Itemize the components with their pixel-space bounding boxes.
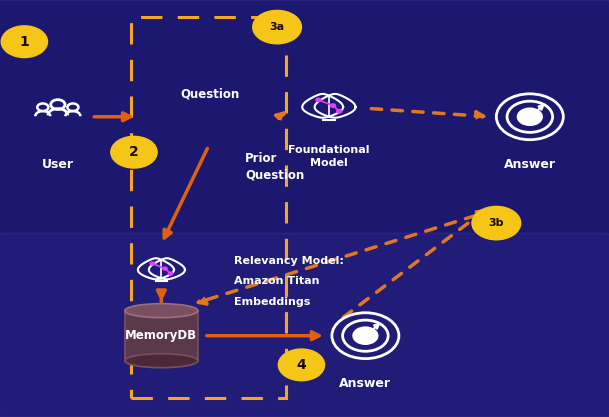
Text: MemoryDB: MemoryDB <box>125 329 197 342</box>
Ellipse shape <box>125 354 198 368</box>
Text: Answer: Answer <box>339 377 392 390</box>
Text: Embeddings: Embeddings <box>234 297 311 307</box>
Text: Foundational
Model: Foundational Model <box>288 145 370 168</box>
Text: 3a: 3a <box>270 22 284 32</box>
Text: Prior
Question: Prior Question <box>245 152 304 181</box>
Circle shape <box>253 10 301 44</box>
Text: User: User <box>42 158 74 171</box>
Circle shape <box>111 136 157 168</box>
Circle shape <box>353 327 378 344</box>
Text: 3b: 3b <box>488 218 504 228</box>
Circle shape <box>316 98 321 102</box>
Circle shape <box>472 206 521 240</box>
Text: Relevancy Model:: Relevancy Model: <box>234 256 344 266</box>
Text: Amazon Titan: Amazon Titan <box>234 276 320 286</box>
FancyBboxPatch shape <box>0 234 609 417</box>
FancyBboxPatch shape <box>0 0 609 242</box>
Circle shape <box>337 110 342 113</box>
Circle shape <box>1 26 48 58</box>
Text: 1: 1 <box>19 35 29 49</box>
Bar <box>131 17 286 398</box>
Text: Answer: Answer <box>504 158 556 171</box>
Circle shape <box>150 262 155 265</box>
Circle shape <box>331 104 336 107</box>
Circle shape <box>163 267 167 270</box>
FancyBboxPatch shape <box>125 311 198 361</box>
Ellipse shape <box>125 304 198 318</box>
Circle shape <box>518 108 542 125</box>
Text: 2: 2 <box>129 145 139 159</box>
Circle shape <box>278 349 325 381</box>
Circle shape <box>168 272 173 275</box>
Text: Question: Question <box>180 87 240 100</box>
Text: 4: 4 <box>297 358 306 372</box>
